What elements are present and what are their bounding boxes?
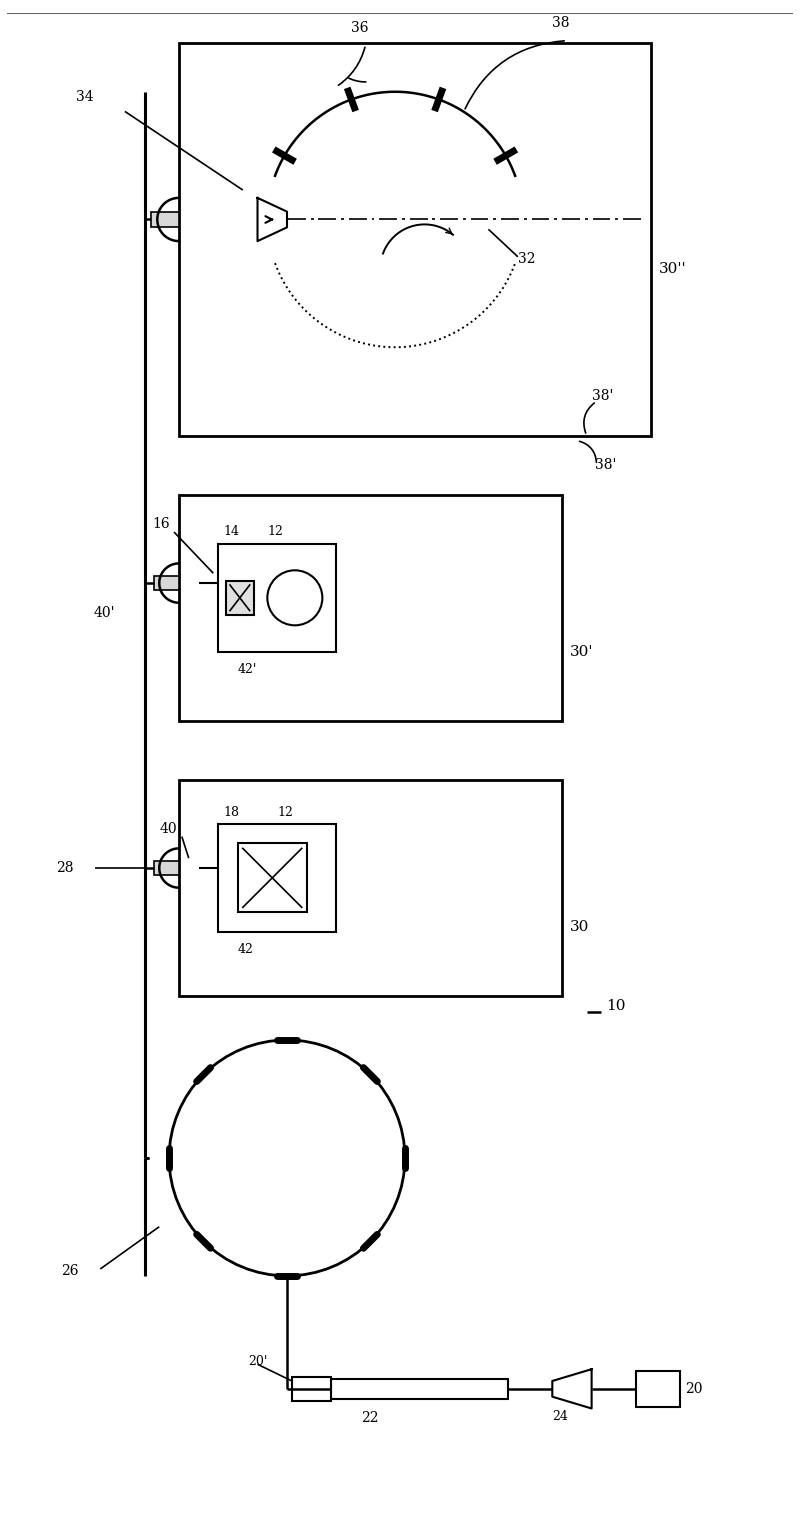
Bar — [238, 843, 306, 913]
Text: 12: 12 — [277, 805, 293, 819]
Bar — [154, 861, 179, 875]
Text: 40: 40 — [159, 822, 177, 836]
Bar — [179, 780, 562, 996]
Text: 36: 36 — [351, 21, 368, 35]
Text: 42': 42' — [238, 663, 258, 677]
Bar — [636, 1372, 680, 1407]
Bar — [292, 1378, 331, 1400]
Text: 30: 30 — [570, 921, 590, 934]
Bar — [179, 495, 562, 721]
Text: 24: 24 — [552, 1410, 568, 1423]
Text: 12: 12 — [267, 525, 283, 539]
Text: 30'': 30'' — [658, 262, 686, 276]
Text: 28: 28 — [56, 861, 74, 875]
Text: 42: 42 — [238, 943, 254, 957]
Text: 32: 32 — [518, 251, 535, 266]
Bar — [151, 212, 179, 227]
Text: 40': 40' — [94, 606, 115, 619]
Text: 14: 14 — [223, 525, 239, 539]
Bar — [218, 824, 336, 933]
Text: 26: 26 — [61, 1264, 78, 1278]
Text: 18: 18 — [223, 805, 239, 819]
Bar — [331, 1379, 508, 1399]
Bar — [226, 581, 254, 615]
Text: 34: 34 — [76, 89, 94, 103]
Bar — [218, 544, 336, 653]
Text: 38: 38 — [552, 17, 570, 30]
Bar — [154, 577, 179, 590]
Text: 38': 38' — [594, 459, 616, 472]
Text: 16: 16 — [152, 518, 170, 531]
Text: 38': 38' — [592, 389, 613, 403]
Bar — [179, 42, 650, 436]
Text: 22: 22 — [361, 1411, 378, 1425]
Text: 10: 10 — [606, 999, 626, 1013]
Text: 20: 20 — [685, 1382, 702, 1396]
Text: 30': 30' — [570, 645, 594, 659]
Text: 20': 20' — [248, 1355, 267, 1367]
